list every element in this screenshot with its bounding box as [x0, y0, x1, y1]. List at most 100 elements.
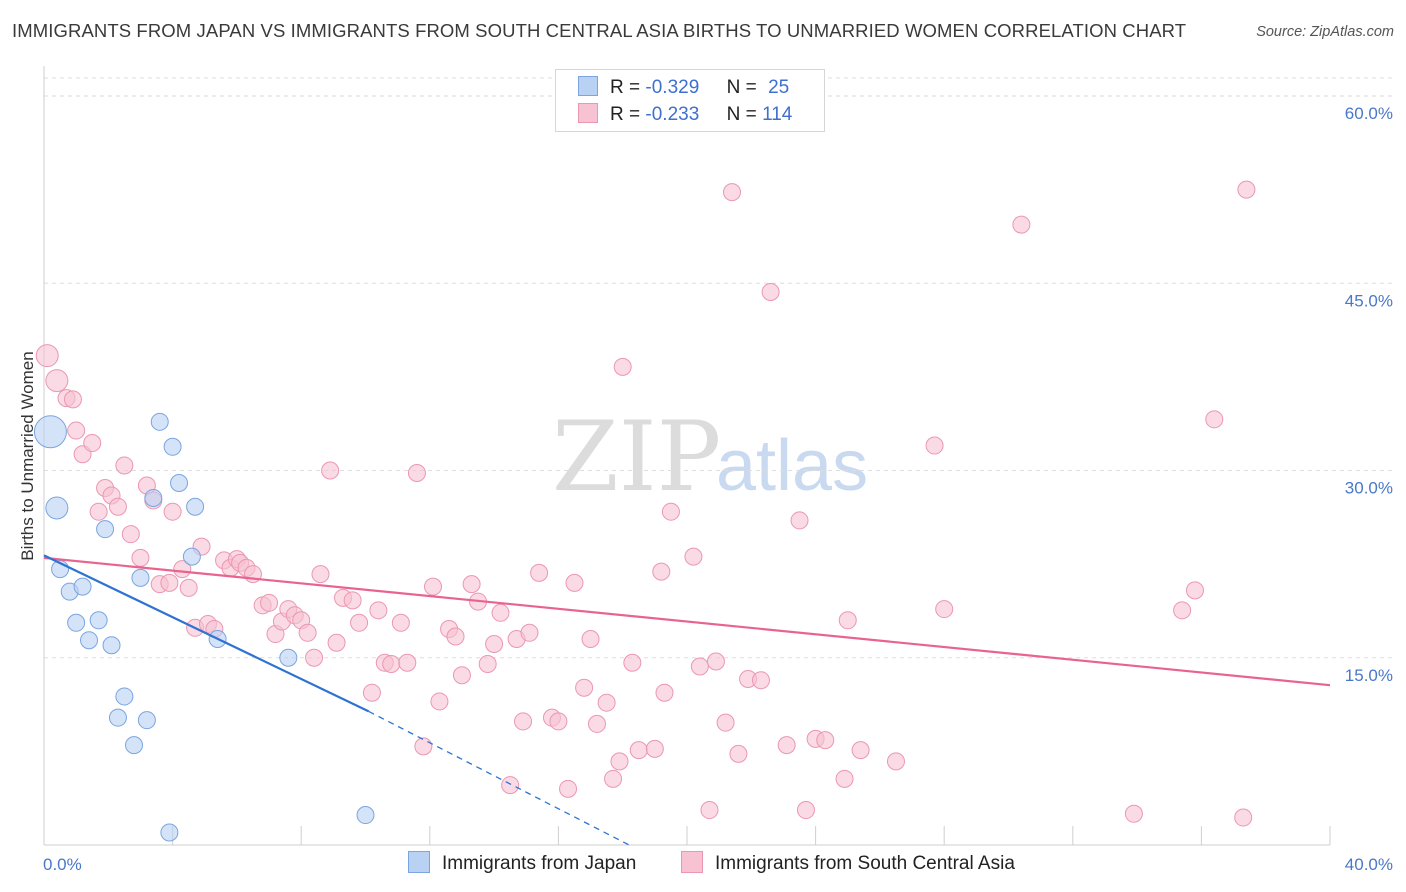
legend-n-label: N = — [726, 77, 757, 98]
south-central-asia-point — [108, 497, 127, 516]
south-central-asia-point — [790, 511, 809, 530]
bottom-legend-label-south-central-asia: Immigrants from South Central Asia — [715, 853, 1015, 874]
japan-point — [144, 488, 163, 507]
south-central-asia-point — [491, 603, 510, 622]
south-central-asia-point — [520, 623, 539, 642]
japan-point — [125, 736, 144, 755]
south-central-asia-point — [501, 776, 520, 795]
south-central-asia-point — [45, 369, 69, 393]
south-central-asia-point — [1012, 215, 1031, 234]
japan-point — [73, 577, 92, 596]
legend-r-label: R = — [610, 77, 641, 98]
south-central-asia-point — [424, 577, 443, 596]
watermark-atlas: atlas — [716, 426, 868, 506]
south-central-asia-point — [597, 693, 616, 712]
south-central-asia-point — [446, 627, 465, 646]
japan-point — [67, 613, 86, 632]
south-central-asia-point — [369, 601, 388, 620]
south-central-asia-point — [343, 591, 362, 610]
south-central-asia-point — [179, 578, 198, 597]
south-central-asia-point — [777, 736, 796, 755]
series-south-central-asia-points — [35, 180, 1256, 827]
series-japan-points — [33, 412, 375, 842]
stats-legend: R = -0.329 N = 25 R = -0.233 N = 114 — [555, 69, 825, 132]
y-tick-label: 60.0% — [1345, 104, 1393, 123]
south-central-asia-point — [173, 560, 192, 579]
y-tick-label: 15.0% — [1345, 666, 1393, 685]
south-central-asia-point — [160, 573, 179, 592]
japan-point — [182, 547, 201, 566]
japan-point — [45, 496, 69, 520]
legend-r-value-south-central-asia: -0.233 — [645, 104, 700, 125]
south-central-asia-point — [604, 769, 623, 788]
south-central-asia-point — [305, 648, 324, 667]
legend-n-label: N = — [726, 104, 757, 125]
south-central-asia-point — [751, 671, 770, 690]
south-central-asia-point — [430, 692, 449, 711]
south-central-asia-point — [260, 593, 279, 612]
south-central-asia-point — [613, 357, 632, 376]
tick-labels: 15.0% 30.0% 45.0% 60.0% 0.0% 40.0% — [43, 104, 1393, 874]
south-central-asia-point — [298, 623, 317, 642]
south-central-asia-point — [886, 752, 905, 771]
south-central-asia-point — [645, 739, 664, 758]
japan-point — [96, 520, 115, 539]
south-central-asia-point — [723, 183, 742, 202]
south-central-asia-point — [838, 611, 857, 630]
south-central-asia-point — [706, 652, 725, 671]
japan-point — [115, 687, 134, 706]
south-central-asia-point — [565, 573, 584, 592]
japan-point — [102, 636, 121, 655]
south-central-asia-point — [661, 502, 680, 521]
south-central-asia-point — [587, 714, 606, 733]
south-central-asia-point — [485, 635, 504, 654]
bottom-legend-swatch-south-central-asia — [681, 851, 703, 873]
bottom-legend-japan: Immigrants from Japan — [408, 851, 636, 875]
japan-point — [150, 412, 169, 431]
south-central-asia-point — [350, 613, 369, 632]
japan-point — [163, 437, 182, 456]
south-central-asia-point — [1173, 601, 1192, 620]
south-central-asia-point — [1205, 410, 1224, 429]
south-central-asia-point — [452, 666, 471, 685]
south-central-asia-point — [1185, 581, 1204, 600]
south-central-asia-point — [89, 502, 108, 521]
japan-point — [137, 711, 156, 730]
south-central-asia-point — [131, 548, 150, 567]
japan-point — [186, 497, 205, 516]
south-central-asia-point — [1237, 180, 1256, 199]
south-central-asia-point — [610, 752, 629, 771]
south-central-asia-point — [652, 562, 671, 581]
legend-row-south-central-asia: R = -0.233 N = 114 — [578, 103, 792, 127]
south-central-asia-point — [684, 547, 703, 566]
japan-point — [279, 648, 298, 667]
south-central-asia-point — [700, 801, 719, 820]
south-central-asia-point — [549, 712, 568, 731]
axes — [43, 66, 1331, 846]
south-central-asia-point — [327, 633, 346, 652]
south-central-asia-point — [581, 630, 600, 649]
japan-point — [160, 823, 179, 842]
south-central-asia-point — [63, 390, 82, 409]
south-central-asia-point — [311, 565, 330, 584]
south-central-asia-point — [690, 657, 709, 676]
south-central-asia-point — [1234, 808, 1253, 827]
bottom-legend-swatch-japan — [408, 851, 430, 873]
legend-swatch-japan — [578, 76, 598, 96]
south-central-asia-point — [925, 436, 944, 455]
south-central-asia-point — [398, 653, 417, 672]
south-central-asia-point — [362, 683, 381, 702]
south-central-asia-point — [796, 801, 815, 820]
south-central-asia-point — [655, 683, 674, 702]
japan-point — [131, 568, 150, 587]
south-central-asia-point — [407, 463, 426, 482]
japan-point — [356, 806, 375, 825]
japan-trend-extension — [368, 710, 630, 846]
south-central-asia-point — [163, 502, 182, 521]
legend-swatch-south-central-asia — [578, 103, 598, 123]
south-central-asia-point — [761, 282, 780, 301]
japan-point — [170, 473, 189, 492]
south-central-asia-point — [391, 613, 410, 632]
south-central-asia-point — [121, 525, 140, 544]
